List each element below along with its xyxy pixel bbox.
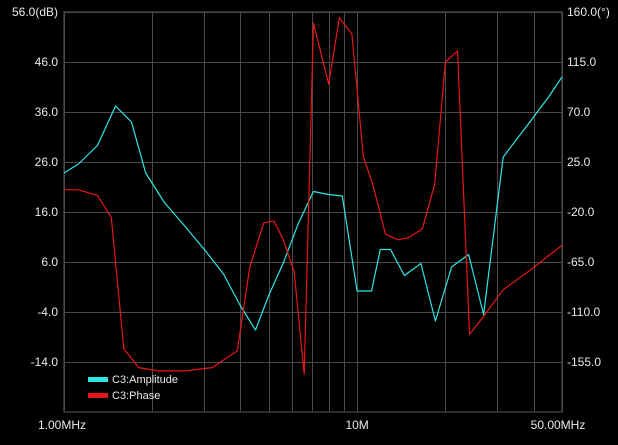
right-axis: 160.0(°) 115.0 70.0 25.0 -20.0 -65.0 -110.0 -15… (567, 5, 610, 369)
right-tick-label: 160.0(°) (567, 5, 610, 19)
left-tick-label: 46.0 (35, 55, 59, 69)
right-tick-label: 70.0 (567, 105, 591, 119)
legend-label: C3:Amplitude (112, 374, 178, 386)
right-tick-label: 25.0 (567, 155, 591, 169)
series-line-amplitude (63, 76, 563, 331)
legend-swatch (88, 393, 108, 398)
left-tick-label: 6.0 (41, 255, 58, 269)
series-line-phase (64, 17, 563, 375)
x-tick-label: 50.00MHz (531, 418, 586, 432)
legend: C3:Amplitude C3:Phase (88, 374, 178, 402)
left-tick-label: 36.0 (35, 105, 59, 119)
left-axis: 56.0(dB) 46.0 36.0 26.0 16.0 6.0 -4.0 -14.0 (12, 5, 58, 369)
x-tick-label: 1.00MHz (38, 418, 86, 432)
left-tick-label: -4.0 (37, 305, 58, 319)
legend-swatch (88, 377, 108, 382)
grid (63, 11, 563, 413)
right-tick-label: -155.0 (567, 355, 601, 369)
right-tick-label: -110.0 (567, 305, 600, 319)
left-tick-label: -14.0 (31, 355, 59, 369)
left-tick-label: 56.0(dB) (12, 5, 58, 19)
right-tick-label: -20.0 (567, 205, 595, 219)
x-tick-label: 10M (345, 418, 368, 432)
series-group (63, 17, 563, 375)
legend-label: C3:Phase (112, 390, 160, 402)
left-tick-label: 26.0 (35, 155, 59, 169)
left-tick-label: 16.0 (35, 205, 59, 219)
x-axis: 1.00MHz 10M 50.00MHz (38, 418, 585, 432)
right-tick-label: 115.0 (567, 55, 596, 69)
right-tick-label: -65.0 (567, 255, 595, 269)
